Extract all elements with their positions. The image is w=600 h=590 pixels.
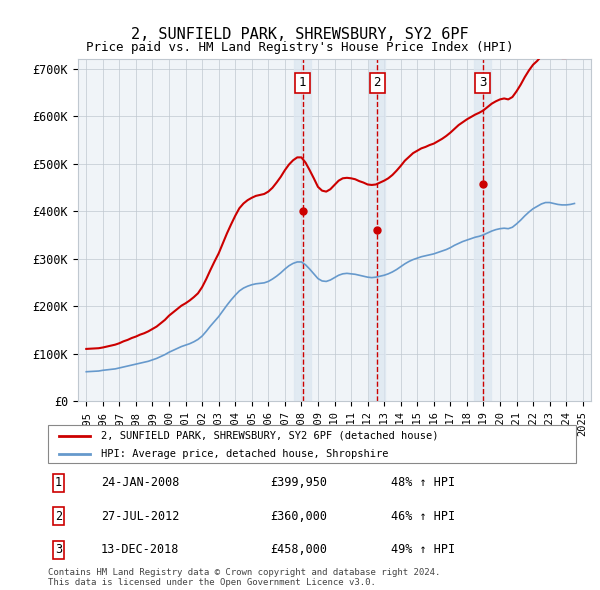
- Text: Contains HM Land Registry data © Crown copyright and database right 2024.
This d: Contains HM Land Registry data © Crown c…: [48, 568, 440, 587]
- Bar: [475, 59, 491, 401]
- Bar: [369, 59, 385, 401]
- Text: 24-JAN-2008: 24-JAN-2008: [101, 476, 179, 489]
- Text: £360,000: £360,000: [270, 510, 327, 523]
- Bar: [294, 59, 311, 401]
- FancyBboxPatch shape: [48, 425, 576, 463]
- Text: 13-DEC-2018: 13-DEC-2018: [101, 543, 179, 556]
- Text: 2: 2: [55, 510, 62, 523]
- Text: 2, SUNFIELD PARK, SHREWSBURY, SY2 6PF: 2, SUNFIELD PARK, SHREWSBURY, SY2 6PF: [131, 27, 469, 41]
- Text: 27-JUL-2012: 27-JUL-2012: [101, 510, 179, 523]
- Text: 46% ↑ HPI: 46% ↑ HPI: [391, 510, 455, 523]
- Text: 3: 3: [55, 543, 62, 556]
- Text: Price paid vs. HM Land Registry's House Price Index (HPI): Price paid vs. HM Land Registry's House …: [86, 41, 514, 54]
- Text: 48% ↑ HPI: 48% ↑ HPI: [391, 476, 455, 489]
- Text: 2, SUNFIELD PARK, SHREWSBURY, SY2 6PF (detached house): 2, SUNFIELD PARK, SHREWSBURY, SY2 6PF (d…: [101, 431, 438, 441]
- Text: 3: 3: [479, 76, 487, 89]
- Text: 2: 2: [373, 76, 381, 89]
- Text: £399,950: £399,950: [270, 476, 327, 489]
- Text: 1: 1: [55, 476, 62, 489]
- Text: HPI: Average price, detached house, Shropshire: HPI: Average price, detached house, Shro…: [101, 448, 388, 458]
- Text: 1: 1: [299, 76, 307, 89]
- Text: 49% ↑ HPI: 49% ↑ HPI: [391, 543, 455, 556]
- Text: £458,000: £458,000: [270, 543, 327, 556]
